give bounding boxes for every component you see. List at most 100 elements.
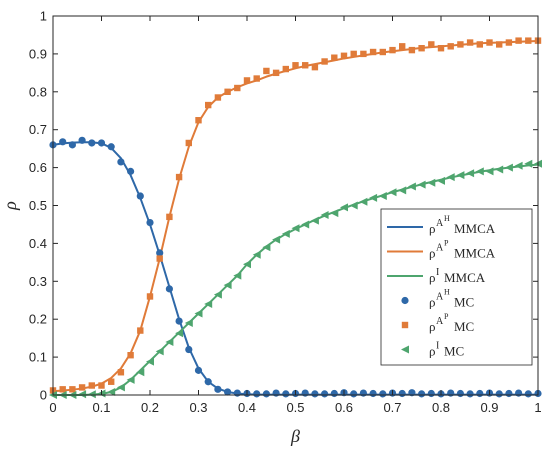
data-point: [456, 389, 464, 398]
legend-entry: ρ I MMCA: [387, 267, 486, 285]
data-point: [263, 67, 270, 75]
data-point: [302, 62, 309, 69]
data-point: [399, 43, 406, 50]
data-point: [340, 203, 348, 212]
data-point: [495, 390, 503, 398]
x-tick-label: 0.6: [335, 400, 353, 415]
data-point: [311, 390, 319, 398]
data-point: [330, 209, 339, 218]
data-point: [78, 136, 86, 144]
data-point: [214, 94, 222, 101]
data-point: [504, 163, 513, 172]
data-point: [321, 58, 328, 65]
data-point: [505, 389, 513, 398]
data-point: [514, 161, 523, 170]
data-point: [107, 143, 115, 151]
data-point: [525, 37, 532, 44]
data-point: [165, 285, 173, 293]
data-point: [136, 192, 144, 200]
data-point: [88, 382, 95, 389]
data-point: [282, 390, 290, 398]
data-point: [98, 382, 105, 389]
legend-superscript: A: [436, 243, 444, 254]
data-point: [252, 250, 261, 259]
x-tick-label: 1: [534, 400, 541, 415]
legend-swatch-marker: [401, 321, 409, 329]
legend-swatch-marker: [401, 296, 409, 305]
data-point: [457, 41, 464, 48]
data-point: [146, 357, 154, 366]
data-point: [282, 65, 289, 73]
data-point: [427, 178, 436, 187]
data-point: [136, 368, 145, 377]
data-point: [116, 383, 125, 392]
legend-sub-superscript: H: [444, 214, 450, 223]
data-point: [388, 188, 397, 197]
data-point: [234, 84, 241, 92]
data-point: [233, 389, 241, 397]
legend-suffix: MC: [454, 319, 474, 334]
data-point: [292, 62, 299, 69]
data-point: [369, 193, 378, 202]
data-point: [165, 337, 174, 346]
legend-entry: ρ A H MMCA: [387, 214, 496, 236]
data-point: [253, 390, 261, 398]
data-point: [156, 249, 164, 257]
data-point: [205, 101, 212, 109]
data-point: [272, 69, 280, 77]
series-5: [49, 159, 542, 399]
data-point: [117, 369, 125, 376]
data-point: [262, 243, 271, 252]
legend-symbol: ρ: [429, 270, 436, 285]
data-point: [389, 46, 396, 54]
data-point: [224, 88, 231, 95]
x-axis-label: β: [290, 426, 300, 446]
data-point: [194, 366, 203, 374]
data-point: [418, 390, 426, 398]
data-point: [253, 75, 260, 82]
data-point: [359, 197, 368, 206]
data-point: [185, 345, 193, 354]
legend-sub-superscript: H: [444, 288, 450, 297]
data-point: [496, 41, 503, 48]
x-tick-label: 0.1: [92, 400, 110, 415]
legend-symbol: ρ: [429, 221, 436, 236]
data-point: [78, 384, 86, 391]
x-tick-label: 0.5: [286, 400, 304, 415]
data-point: [320, 210, 329, 219]
legend-sub-superscript: P: [444, 239, 449, 248]
legend-symbol: ρ: [429, 246, 436, 261]
legend-symbol: ρ: [429, 295, 436, 310]
data-point: [321, 390, 329, 398]
legend-entry: ρ A P MMCA: [387, 239, 496, 261]
legend-symbol: ρ: [429, 344, 436, 359]
data-point: [466, 39, 474, 46]
data-point: [350, 50, 357, 58]
data-point: [117, 158, 125, 166]
data-point: [369, 48, 377, 56]
data-point: [437, 45, 445, 52]
y-axis-label: ρ: [0, 201, 20, 211]
data-point: [398, 186, 407, 195]
legend-swatch-marker: [401, 345, 409, 354]
data-point: [184, 318, 193, 327]
x-tick-label: 0.8: [432, 400, 450, 415]
x-tick-label: 0.9: [480, 400, 498, 415]
y-tick-label: 0.3: [29, 274, 47, 289]
legend-sub-superscript: P: [444, 312, 449, 321]
data-point: [194, 309, 203, 318]
data-point: [204, 300, 213, 309]
data-point: [456, 171, 465, 180]
legend-superscript: I: [436, 341, 439, 352]
legend-suffix: MC: [454, 295, 474, 310]
data-point: [485, 167, 494, 176]
data-point: [359, 389, 367, 397]
data-point: [476, 41, 483, 48]
data-point: [476, 389, 484, 398]
data-point: [466, 169, 475, 178]
series-4: [49, 37, 542, 394]
legend-entry: ρ I MC: [401, 341, 464, 359]
data-point: [175, 173, 183, 181]
